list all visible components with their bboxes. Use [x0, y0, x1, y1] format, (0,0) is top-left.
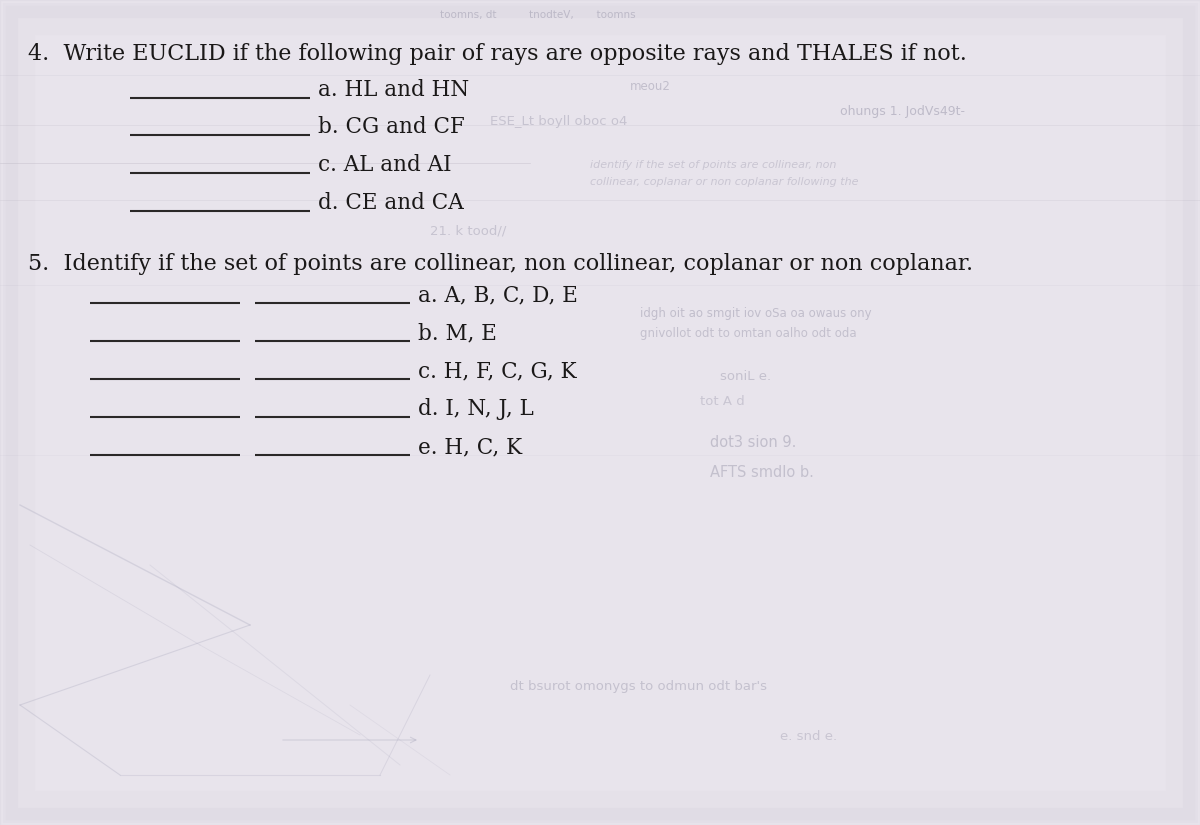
Text: 5.  Identify if the set of points are collinear, non collinear, coplanar or non : 5. Identify if the set of points are col… — [28, 253, 973, 275]
Text: 21. k tood//: 21. k tood// — [430, 225, 506, 238]
Text: ESE_Lt boyll oboc o4: ESE_Lt boyll oboc o4 — [490, 115, 628, 128]
Text: idgh oit ao smgit iov oSa oa owaus ony: idgh oit ao smgit iov oSa oa owaus ony — [640, 307, 871, 320]
Text: d. I, N, J, L: d. I, N, J, L — [418, 398, 534, 420]
Text: gnivollot odt to omtan oalho odt oda: gnivollot odt to omtan oalho odt oda — [640, 327, 857, 340]
Text: e. snd e.: e. snd e. — [780, 730, 838, 743]
Text: c. AL and AI: c. AL and AI — [318, 154, 451, 176]
Text: ohungs 1. JodVs49t-: ohungs 1. JodVs49t- — [840, 105, 965, 118]
Text: e. H, C, K: e. H, C, K — [418, 436, 522, 458]
Text: a. A, B, C, D, E: a. A, B, C, D, E — [418, 284, 578, 306]
Text: collinear, coplanar or non coplanar following the: collinear, coplanar or non coplanar foll… — [590, 177, 858, 187]
Text: a. HL and HN: a. HL and HN — [318, 79, 469, 101]
Text: b. M, E: b. M, E — [418, 322, 497, 344]
Text: toomns, dt          tnodteV,       toomns: toomns, dt tnodteV, toomns — [440, 10, 636, 20]
Text: AFTS smdlo b.: AFTS smdlo b. — [710, 465, 814, 480]
Text: meou2: meou2 — [630, 80, 671, 93]
Text: dot3 sion 9.: dot3 sion 9. — [710, 435, 797, 450]
Text: soniL e.: soniL e. — [720, 370, 772, 383]
Text: b. CG and CF: b. CG and CF — [318, 116, 464, 138]
Text: d. CE and CA: d. CE and CA — [318, 192, 463, 214]
Text: c. H, F, C, G, K: c. H, F, C, G, K — [418, 360, 577, 382]
Text: identify if the set of points are collinear, non: identify if the set of points are collin… — [590, 160, 836, 170]
Text: dt bsurot omonygs to odmun odt bar's: dt bsurot omonygs to odmun odt bar's — [510, 680, 767, 693]
Text: tot A d: tot A d — [700, 395, 745, 408]
Text: 4.  Write EUCLID if the following pair of rays are opposite rays and THALES if n: 4. Write EUCLID if the following pair of… — [28, 43, 967, 65]
